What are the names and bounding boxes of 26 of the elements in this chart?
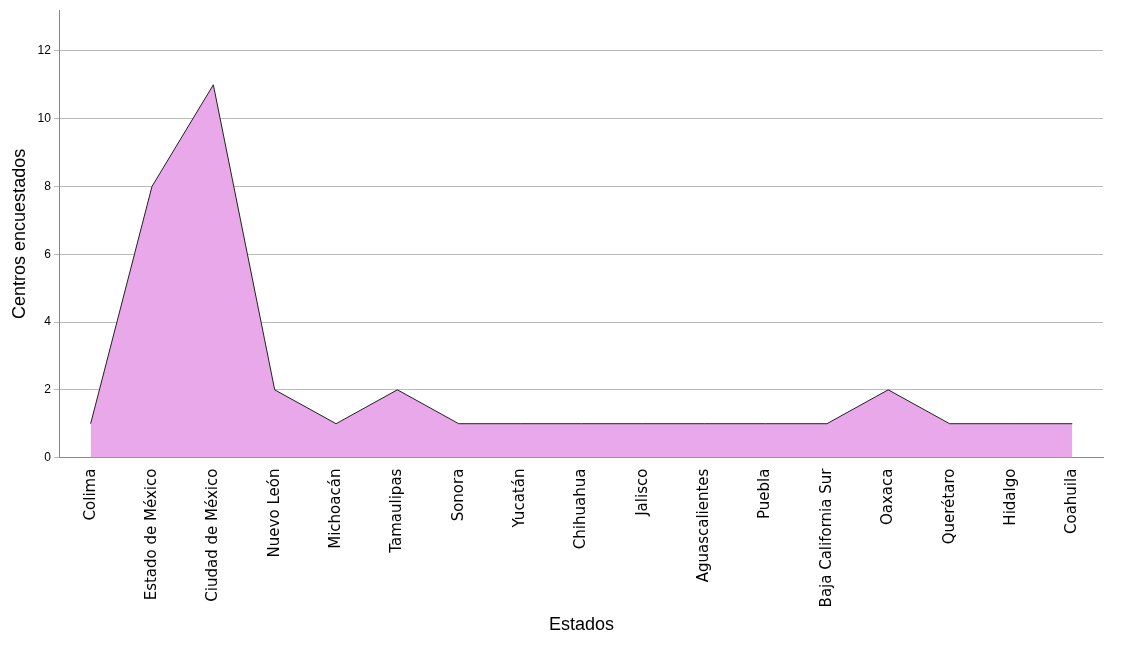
x-tick-label: Sonora [448, 468, 467, 522]
x-tick-label: Puebla [755, 468, 774, 520]
y-tick-label: 10 [37, 110, 52, 125]
x-tick-label: Jalisco [632, 468, 651, 517]
y-tick-label: 12 [37, 43, 52, 58]
x-tick-label: Tamaulipas [387, 468, 406, 554]
x-tick-label: Colima [80, 468, 99, 521]
x-axis-title: Estados [548, 614, 614, 635]
x-tick-label: Hidalgo [1000, 468, 1019, 526]
x-tick-label: Oaxaca [878, 468, 897, 526]
x-tick-label: Baja California Sur [816, 467, 835, 608]
x-tick-label: Nuevo León [264, 468, 283, 558]
x-tick-label: Querétaro [939, 468, 958, 545]
y-axis-title: Centros encuestados [8, 148, 29, 319]
x-tick-label: Yucatán [510, 468, 529, 529]
x-tick-label: Aguascalientes [694, 468, 713, 583]
y-tick-label: 8 [44, 178, 52, 193]
y-tick-label: 4 [44, 314, 52, 329]
x-tick-label: Estado de México [141, 468, 160, 601]
x-tick-label: Ciudad de México [203, 468, 222, 602]
y-tick-label: 0 [44, 449, 52, 464]
x-tick-label: Michoacán [325, 468, 344, 549]
x-tick-label: Chihuahua [571, 468, 590, 550]
y-tick-label: 6 [44, 246, 52, 261]
x-tick-label: Coahuila [1062, 468, 1081, 534]
y-tick-label: 2 [44, 382, 52, 397]
